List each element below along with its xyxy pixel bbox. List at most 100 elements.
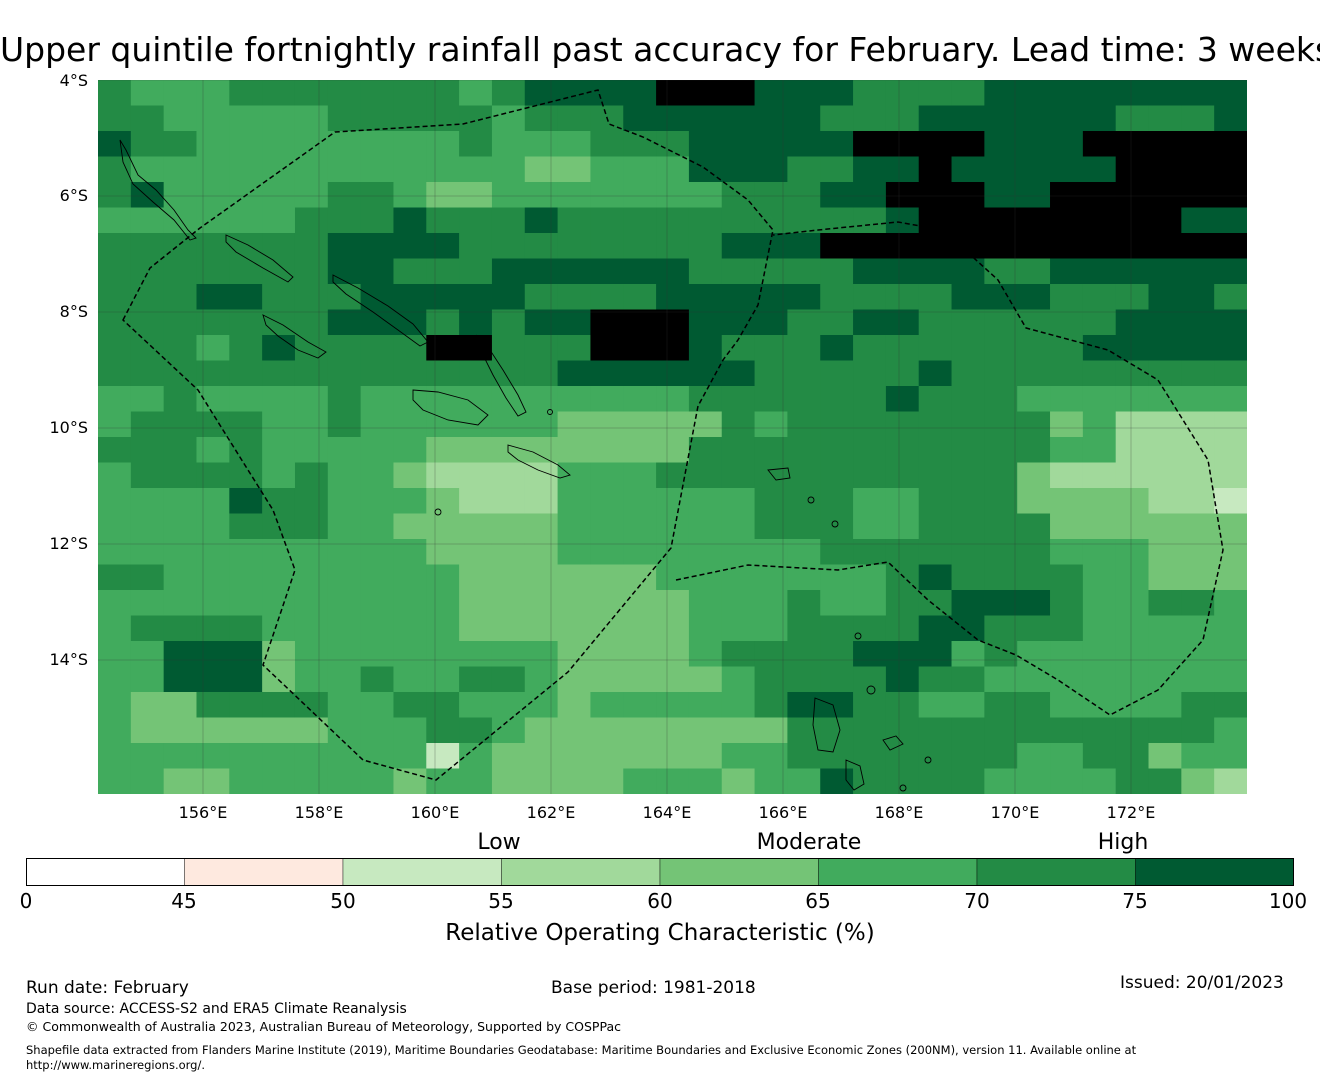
grid-cell — [1148, 564, 1182, 591]
grid-cell — [918, 156, 953, 183]
grid-cell — [163, 692, 198, 719]
grid-cell — [294, 488, 329, 515]
grid-cell — [820, 768, 854, 795]
grid-cell — [1148, 233, 1182, 260]
grid-cell — [787, 437, 821, 464]
grid-cell — [885, 233, 920, 260]
grid-cell — [491, 335, 526, 362]
grid-cell — [262, 462, 296, 489]
grid-cell — [1050, 768, 1084, 795]
grid-cell — [590, 743, 624, 770]
grid-cell — [853, 437, 887, 464]
grid-cell — [294, 335, 329, 362]
grid-cell — [426, 437, 460, 464]
grid-cell — [853, 539, 887, 566]
grid-cell — [229, 666, 263, 693]
grid-cell — [393, 564, 427, 591]
grid-cell — [294, 411, 329, 438]
grid-cell — [754, 539, 788, 566]
colorbar-tick: 50 — [330, 889, 356, 913]
grid-cell — [656, 156, 690, 183]
grid-cell — [1181, 182, 1215, 209]
grid-cell — [557, 641, 592, 668]
grid-cell — [1017, 641, 1051, 668]
grid-cell — [1017, 692, 1051, 719]
malakula-outline — [845, 759, 865, 791]
grid-cell — [130, 284, 165, 311]
grid-cell — [1017, 666, 1051, 693]
grid-cell — [918, 437, 953, 464]
grid-cell — [557, 513, 592, 540]
grid-cell — [524, 488, 559, 515]
grid-cell — [984, 233, 1018, 260]
grid-cell — [623, 743, 657, 770]
grid-cell — [491, 233, 526, 260]
espiritu-santo-outline — [812, 697, 841, 753]
grid-cell — [656, 564, 690, 591]
grid-cell — [1082, 309, 1117, 336]
grid-cell — [229, 105, 263, 132]
grid-cell — [327, 666, 362, 693]
grid-cell — [1181, 488, 1215, 515]
grid-cell — [656, 80, 690, 107]
grid-cell — [721, 768, 756, 795]
new-georgia-outline — [262, 314, 327, 359]
grid-cell — [1181, 411, 1215, 438]
grid-cell — [787, 411, 821, 438]
grid-cell — [688, 539, 723, 566]
grid-cell — [1181, 717, 1215, 744]
grid-cell — [623, 207, 657, 234]
grid-cell — [1214, 462, 1248, 489]
grid-cell — [590, 80, 624, 107]
marineregions-url: http://www.marineregions.org/. — [26, 1058, 205, 1072]
grid-cell — [360, 590, 395, 617]
grid-cell — [688, 335, 723, 362]
grid-cell — [820, 309, 854, 336]
grid-cell — [918, 411, 953, 438]
grid-cell — [688, 233, 723, 260]
grid-cell — [853, 182, 887, 209]
grid-cell — [98, 360, 132, 387]
grid-cell — [294, 743, 329, 770]
grid-cell — [262, 233, 296, 260]
grid-cell — [984, 335, 1018, 362]
grid-cell — [1115, 641, 1150, 668]
grid-cell — [1115, 80, 1150, 107]
grid-cell — [820, 207, 854, 234]
grid-cell — [721, 207, 756, 234]
grid-cell — [491, 717, 526, 744]
grid-cell — [524, 768, 559, 795]
grid-cell — [951, 335, 985, 362]
grid-cell — [656, 768, 690, 795]
grid-cell — [130, 666, 165, 693]
grid-cell — [360, 411, 395, 438]
grid-cell — [590, 437, 624, 464]
grid-cell — [590, 131, 624, 158]
grid-cell — [721, 309, 756, 336]
grid-cell — [918, 386, 953, 413]
lon-label: 168°E — [874, 803, 924, 822]
grid-cell — [885, 692, 920, 719]
grid-cell — [524, 309, 559, 336]
grid-cell — [1017, 360, 1051, 387]
grid-cell — [590, 615, 624, 642]
grid-cell — [951, 258, 985, 285]
grid-cell — [1050, 641, 1084, 668]
grid-cell — [327, 386, 362, 413]
grid-cell — [885, 641, 920, 668]
lon-label: 166°E — [758, 803, 808, 822]
grid-cell — [229, 590, 263, 617]
grid-cell — [196, 615, 230, 642]
grid-cell — [918, 105, 953, 132]
grid-cell — [1017, 233, 1051, 260]
grid-cell — [721, 513, 756, 540]
grid-cell — [853, 768, 887, 795]
grid-cell — [1050, 156, 1084, 183]
grid-cell — [459, 615, 493, 642]
bougainville-outline — [119, 139, 197, 241]
grid-cell — [294, 564, 329, 591]
grid-cell — [853, 615, 887, 642]
grid-cell — [426, 207, 460, 234]
grid-cell — [426, 462, 460, 489]
grid-cell — [1050, 411, 1084, 438]
